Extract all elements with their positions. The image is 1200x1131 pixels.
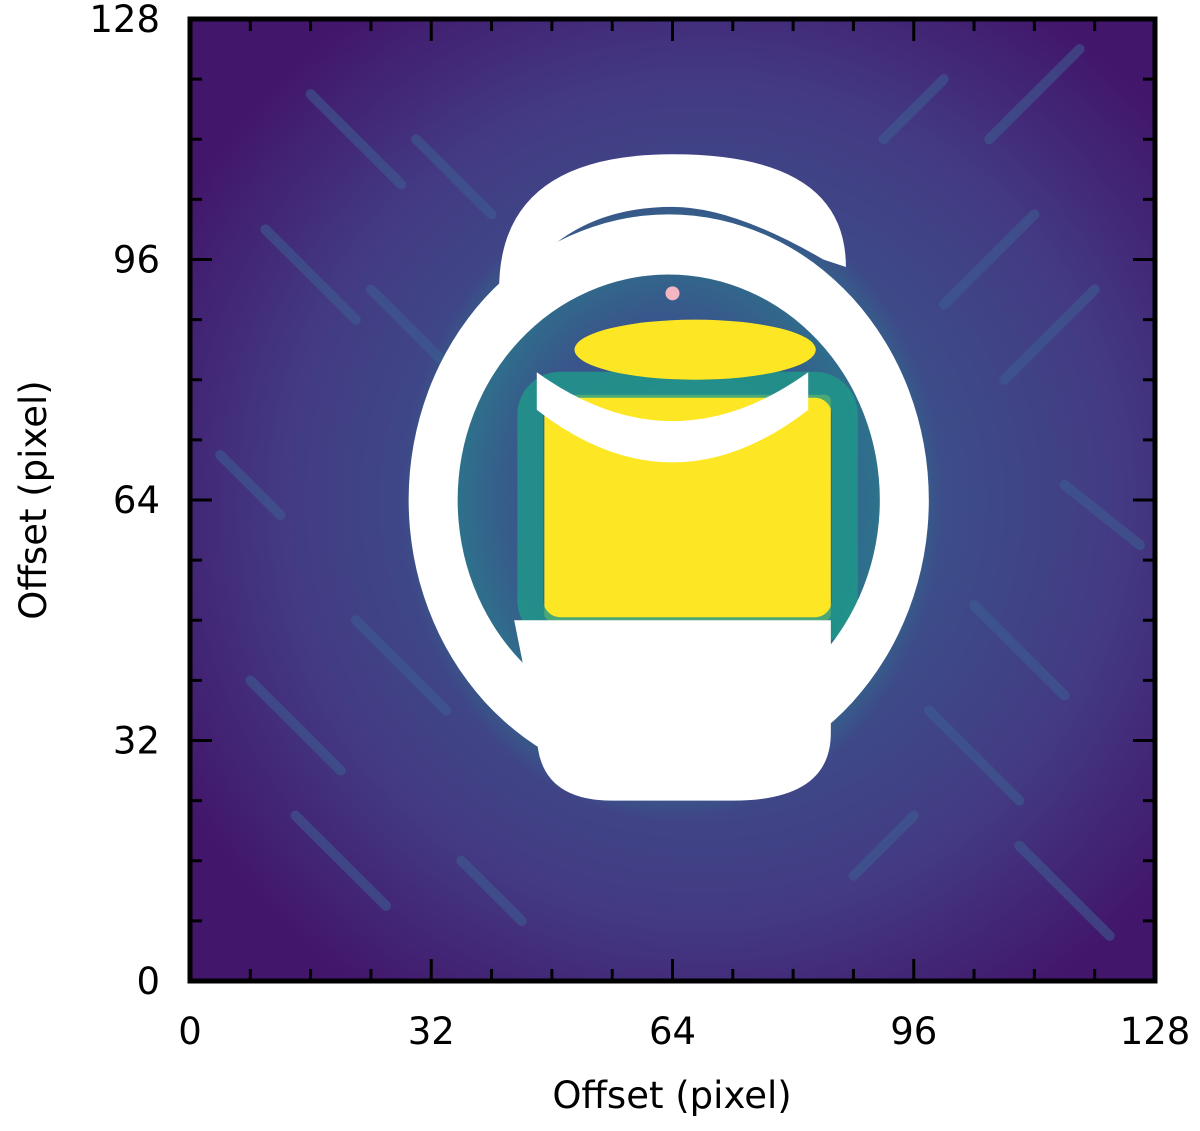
y-axis-label: Offset (pixel): [12, 380, 55, 619]
y-tick-label: 0: [136, 960, 160, 1003]
masked-upper-arc: [499, 154, 846, 290]
tick-labels: 0 32 64 96 128 0 32 64 96 128: [89, 0, 1190, 1053]
x-tick-label: 32: [408, 1010, 455, 1053]
speckle-streak: [1014, 840, 1115, 941]
axis-ticks: [188, 17, 1157, 983]
masked-lower-blob: [514, 620, 831, 801]
speckle-streak: [999, 284, 1100, 385]
speckle-streaks: [215, 44, 1145, 941]
speckle-streak: [350, 615, 452, 716]
speckle-streak: [969, 600, 1070, 701]
speckle-streak: [456, 855, 527, 926]
x-axis-label: Offset (pixel): [552, 1074, 791, 1117]
x-tick-label: 128: [1120, 1010, 1191, 1053]
speckle-streak: [305, 89, 407, 190]
speckle-streak: [878, 74, 949, 145]
speckle-streak: [245, 675, 346, 776]
y-tick-label: 96: [113, 239, 160, 282]
y-tick-label: 128: [89, 0, 160, 41]
speckle-streak: [1059, 479, 1145, 551]
y-tick-label: 32: [113, 720, 160, 763]
speckle-streak: [290, 810, 392, 911]
speckle-streak: [260, 224, 361, 325]
x-tick-label: 96: [890, 1010, 937, 1053]
speckle-streak: [411, 134, 497, 220]
speckle-streak: [923, 705, 1025, 806]
speckle-streak: [984, 44, 1085, 145]
x-tick-label: 64: [649, 1010, 696, 1053]
x-tick-label: 0: [178, 1010, 202, 1053]
heatmap-regions: [408, 154, 929, 801]
masked-inner-crescent: [536, 372, 809, 463]
speckle-streak: [215, 449, 286, 521]
saturated-cap: [574, 319, 816, 380]
plot-area: [190, 19, 1155, 981]
heatmap-markers: [665, 286, 680, 301]
pink-point: [665, 286, 680, 301]
speckle-streak: [938, 209, 1040, 310]
speckle-streak: [848, 810, 919, 881]
y-tick-label: 64: [113, 479, 160, 522]
